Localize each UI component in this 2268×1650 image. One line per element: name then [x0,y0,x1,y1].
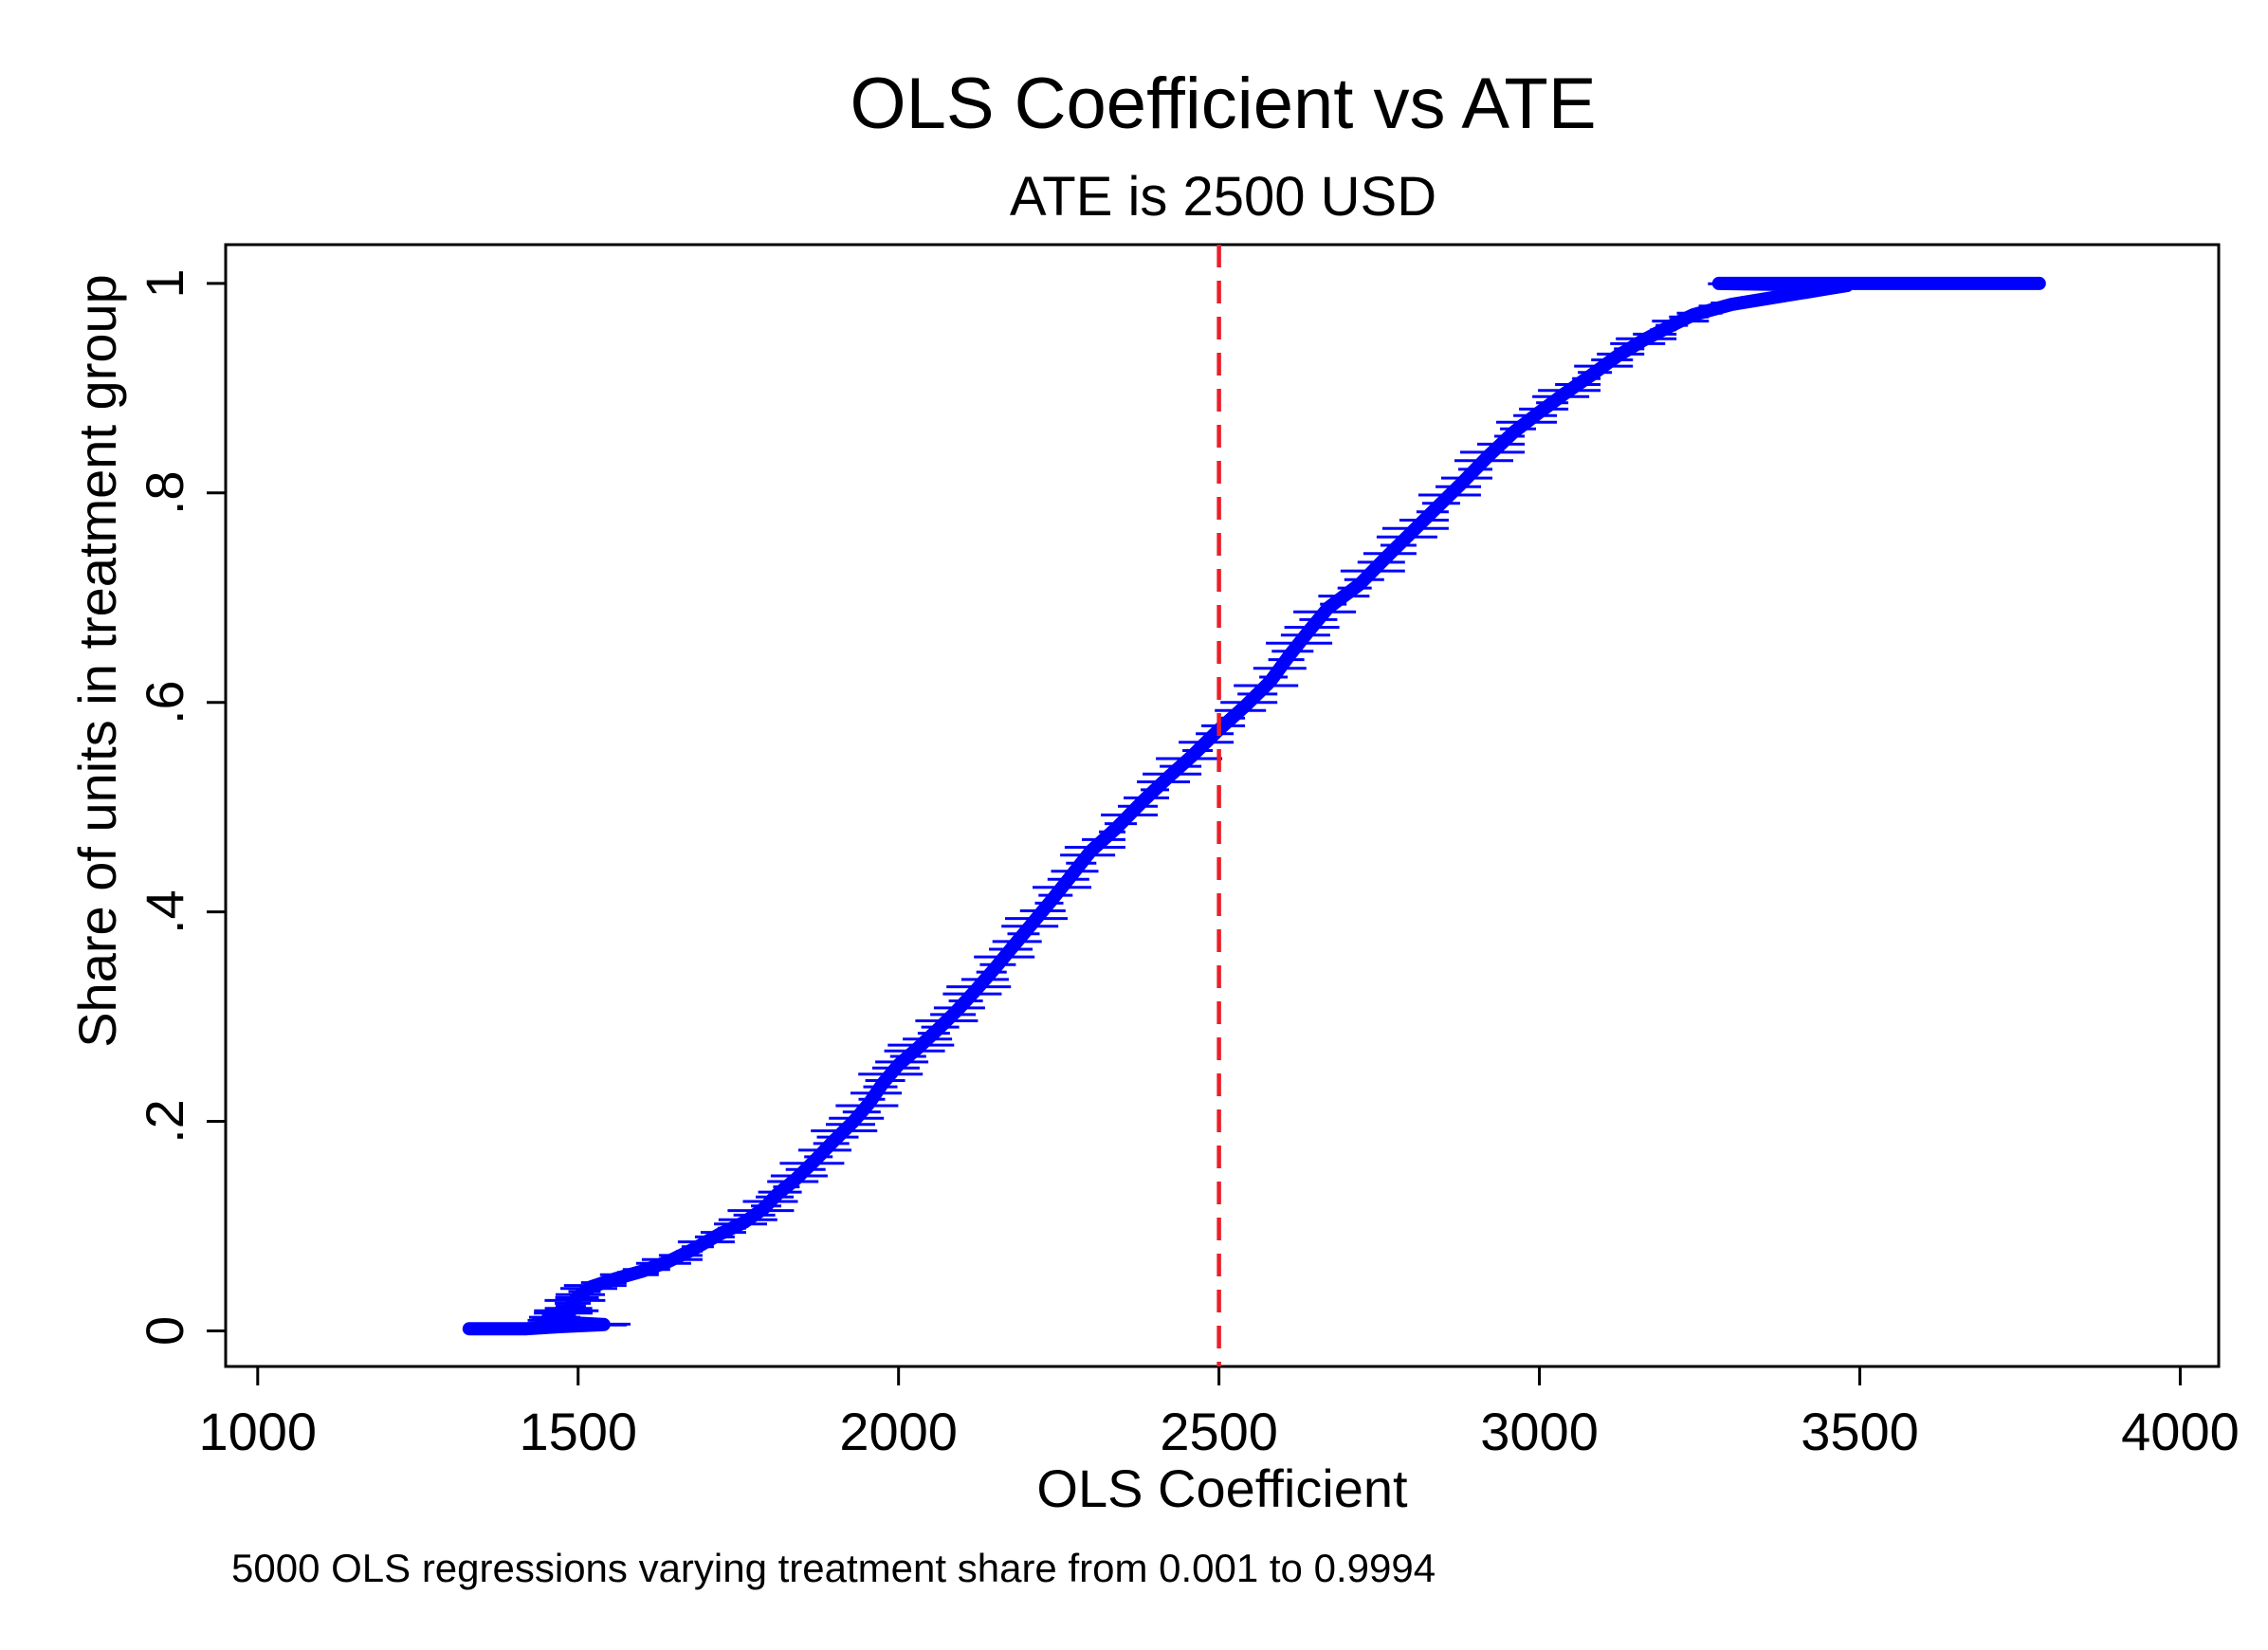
y-axis: 0 .2 .4 .6 .8 1 [135,268,226,1346]
y-tick-label: .2 [135,1099,194,1144]
x-tick-label: 3000 [1480,1402,1599,1461]
x-tick-label: 1500 [519,1402,637,1461]
chart-title: OLS Coefficient vs ATE [850,64,1596,144]
x-axis-label: OLS Coefficient [1036,1458,1408,1518]
x-tick-label: 3500 [1801,1402,1919,1461]
x-tick-label: 1000 [199,1402,318,1461]
y-tick-label: 0 [135,1316,194,1346]
plot-content [462,245,2046,1366]
x-tick-label: 2000 [839,1402,958,1461]
y-tick-label: 1 [135,268,194,298]
x-tick-label: 2500 [1160,1402,1278,1461]
chart-subtitle: ATE is 2500 USD [1010,166,1436,228]
x-tick-label: 4000 [2121,1402,2240,1461]
y-tick-label: .6 [135,680,194,724]
y-tick-label: .4 [135,889,194,934]
y-tick-label: .8 [135,470,194,515]
plot-area [224,243,2221,1368]
x-axis: 1000 1500 2000 2500 3000 3500 4000 [199,1366,2240,1461]
chart-note: 5000 OLS regressions varying treatment s… [231,1546,1436,1590]
y-axis-label: Share of units in treatment group [67,274,127,1048]
